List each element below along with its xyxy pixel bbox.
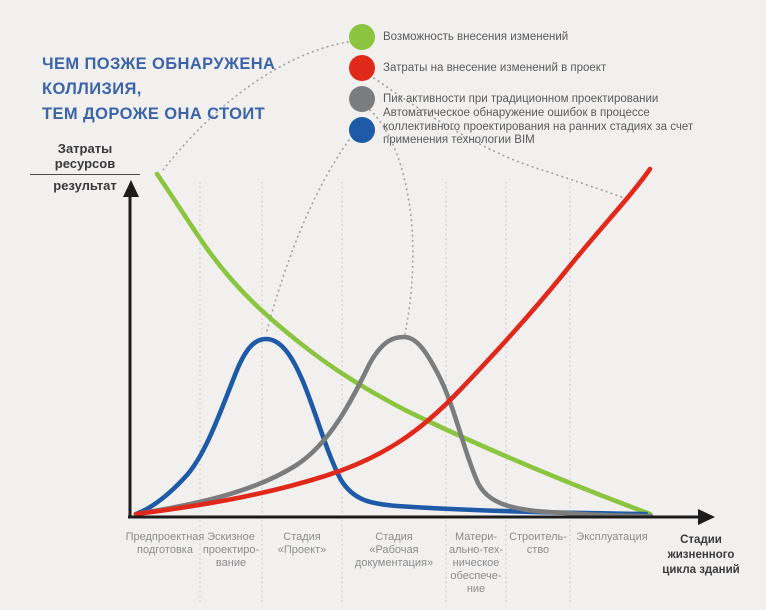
connector-blue-curve (265, 135, 353, 335)
connector-green-curve (162, 41, 349, 171)
curve-bim-early-detection (133, 336, 649, 517)
y-axis-label-denominator: результат (53, 178, 117, 193)
stage-label-sketch-design: Эскизное проектиро- вание (202, 531, 260, 569)
legend-dot-gray-icon (349, 86, 375, 112)
curve-change-cost (133, 166, 653, 517)
stage-label-preproject: Предпроектная подготовка (125, 531, 205, 556)
legend-item-change-possibility: Возможность внесения изменений (383, 31, 569, 43)
page-title-line1: ЧЕМ ПОЗЖЕ ОБНАРУЖЕНА КОЛЛИЗИЯ, (42, 55, 276, 98)
page-title: ЧЕМ ПОЗЖЕ ОБНАРУЖЕНА КОЛЛИЗИЯ, ТЕМ ДОРОЖ… (42, 52, 372, 127)
y-axis-label-numerator: Затраты ресурсов (30, 141, 140, 175)
y-axis-arrow-icon (123, 180, 139, 197)
stage-label-construction: Строитель- ство (509, 531, 567, 556)
curve-traditional-activity-peak (133, 334, 654, 519)
x-axis-title: Стадии жизненного цикла зданий (662, 534, 740, 576)
x-axis-arrow-icon (698, 509, 715, 525)
legend-item-traditional-peak: Пик активности при традиционном проектир… (383, 93, 659, 105)
stage-label-working-docs: Стадия «Рабочая документация» (354, 531, 434, 569)
legend-dot-green-icon (349, 24, 375, 50)
page-title-line2: ТЕМ ДОРОЖЕ ОНА СТОИТ (42, 105, 266, 123)
legend-dot-red-icon (349, 55, 375, 81)
stage-label-logistics: Матери- ально-тех- ническое обеспече- ни… (448, 531, 504, 595)
legend-item-bim-detection: Автоматическое обнаружение ошибок в проц… (383, 107, 694, 146)
legend-item-change-cost: Затраты на внесение изменений в проект (383, 62, 607, 74)
legend-dot-blue-icon (349, 117, 375, 143)
stage-label-project: Стадия «Проект» (277, 531, 327, 556)
stage-label-operation: Эксплуатация (576, 531, 648, 543)
y-axis-label: Затраты ресурсов результат (30, 141, 140, 193)
curve-change-possibility (154, 171, 653, 517)
